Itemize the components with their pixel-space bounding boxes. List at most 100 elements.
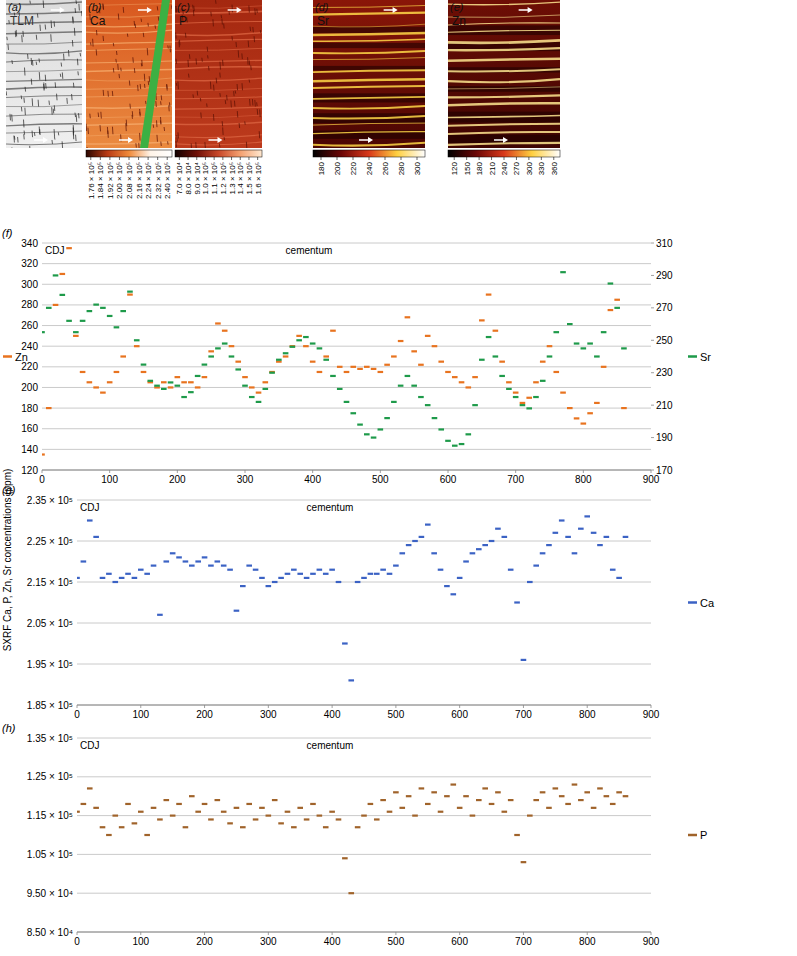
lacuna <box>155 25 157 28</box>
data-point <box>125 803 131 805</box>
data-point <box>393 564 399 566</box>
data-point <box>337 366 343 368</box>
lacuna <box>31 58 33 65</box>
data-point <box>610 569 616 571</box>
data-point <box>144 834 150 836</box>
colorbar-tick <box>179 157 180 160</box>
colorbar-tick-label: 7.0 × 10⁴ <box>175 161 184 194</box>
data-point <box>526 407 532 409</box>
data-point <box>227 822 233 824</box>
lacuna <box>222 121 224 126</box>
lacuna <box>242 83 244 90</box>
growth-line <box>175 22 262 24</box>
y2-tick <box>651 243 654 244</box>
lacuna <box>56 94 58 101</box>
lacuna <box>113 43 115 46</box>
data-point <box>202 556 208 558</box>
colorbar-tick <box>119 157 120 160</box>
data-point <box>344 371 350 373</box>
lacuna <box>9 114 11 121</box>
x-tick-label: 300 <box>260 936 277 947</box>
grid-line <box>42 366 651 367</box>
data-point <box>276 361 282 363</box>
x-tick-label: 600 <box>451 936 468 947</box>
x-tick <box>109 470 110 473</box>
data-point <box>87 787 93 789</box>
lacuna <box>207 55 209 58</box>
data-point <box>323 826 329 828</box>
annotation: CDJ <box>45 245 64 256</box>
data-point <box>93 536 99 538</box>
data-point <box>540 380 546 382</box>
data-point <box>215 799 221 801</box>
x-tick-label: 900 <box>643 709 660 720</box>
data-point <box>533 396 539 398</box>
lacuna <box>187 60 189 67</box>
lacuna <box>72 40 74 46</box>
data-point <box>163 799 169 801</box>
data-point <box>533 799 539 801</box>
data-point <box>93 304 99 306</box>
data-point <box>53 274 59 276</box>
data-point <box>476 548 482 550</box>
data-point <box>452 445 458 447</box>
lacuna <box>21 35 23 42</box>
data-point <box>336 818 342 820</box>
lacuna <box>144 84 146 88</box>
data-point <box>93 807 99 809</box>
chart-title: (h) <box>2 722 16 734</box>
data-point <box>378 428 384 430</box>
lacuna <box>160 120 162 124</box>
growth-line <box>313 33 425 35</box>
image-panel: (d)Sr180200220240260280300 <box>313 0 425 175</box>
lacuna <box>77 71 79 75</box>
data-point <box>565 803 571 805</box>
lacuna <box>102 3 104 9</box>
data-point <box>310 342 316 344</box>
growth-line <box>313 70 425 72</box>
lacuna <box>15 31 17 37</box>
x-tick <box>448 470 449 473</box>
colorbar-tick <box>417 157 418 160</box>
data-point <box>256 401 262 403</box>
data-point <box>195 560 201 562</box>
x-tick <box>583 470 584 473</box>
data-point <box>46 407 52 409</box>
data-point <box>444 795 450 797</box>
lacuna <box>192 94 194 97</box>
data-point <box>411 385 417 387</box>
y2-tick <box>651 372 654 373</box>
data-point <box>342 642 348 644</box>
data-point <box>222 342 228 344</box>
lacuna <box>137 85 139 91</box>
image-background <box>175 0 262 148</box>
data-point <box>229 355 235 357</box>
growth-line <box>175 39 262 41</box>
dark-band <box>313 131 425 139</box>
chart: (g)1.85 × 10⁵1.95 × 10⁵2.05 × 10⁵2.15 × … <box>2 484 715 720</box>
data-point <box>168 381 174 383</box>
data-point <box>202 803 208 805</box>
data-point <box>259 807 265 809</box>
lacuna <box>176 83 178 86</box>
data-point <box>266 585 272 587</box>
growth-line <box>6 95 82 97</box>
lacuna <box>167 141 169 144</box>
growth-line <box>448 40 560 42</box>
data-point <box>438 811 444 813</box>
lacuna <box>237 111 239 117</box>
data-point <box>276 359 282 361</box>
data-point <box>106 573 112 575</box>
data-point <box>457 807 463 809</box>
y-tick-label: 320 <box>21 258 38 269</box>
growth-line <box>86 106 172 108</box>
x-tick <box>140 932 141 935</box>
x-tick-label: 0 <box>39 474 45 485</box>
lacuna <box>191 143 193 148</box>
data-point <box>221 564 227 566</box>
data-point <box>202 364 208 366</box>
data-point <box>168 386 174 388</box>
lacuna <box>90 42 92 45</box>
data-point <box>559 795 565 797</box>
y-tick-label: 1.05 × 10⁵ <box>27 849 73 860</box>
